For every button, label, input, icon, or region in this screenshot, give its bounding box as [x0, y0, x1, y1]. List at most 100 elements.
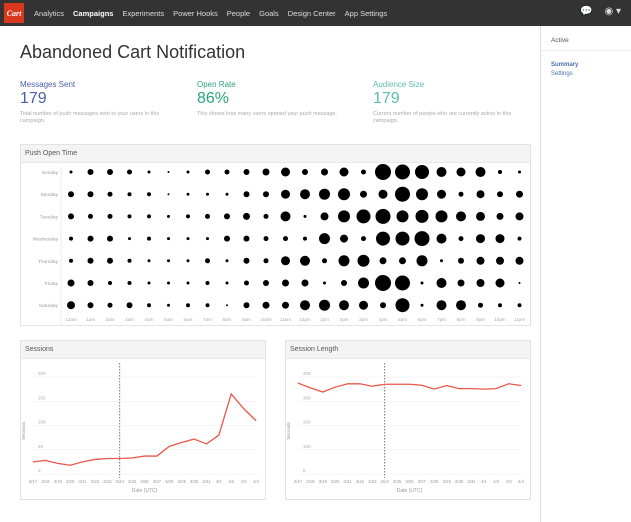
- bubble-point: [517, 303, 522, 308]
- bubble-point: [456, 211, 466, 222]
- stat-description: Current number of people who are current…: [373, 111, 512, 124]
- y-tick-label: 0: [38, 468, 41, 473]
- data-point: [255, 420, 257, 422]
- row-label: Tuesday: [40, 214, 59, 220]
- bubble-point: [495, 278, 505, 288]
- nav-analytics[interactable]: Analytics: [34, 8, 65, 18]
- bubble-point: [436, 278, 447, 288]
- nav-design-center[interactable]: Design Center: [287, 8, 336, 18]
- bubble-point: [263, 213, 269, 219]
- bubble-point: [186, 170, 190, 174]
- bubble-point: [107, 302, 113, 308]
- nav-goals[interactable]: Goals: [259, 8, 279, 18]
- bubble-point: [263, 236, 269, 242]
- bubble-point: [243, 212, 250, 220]
- bubble-point: [436, 300, 447, 311]
- row-label: Wednesday: [33, 237, 59, 243]
- bubble-point: [414, 231, 430, 247]
- x-tick-label: 3/21: [78, 479, 87, 484]
- bubble-point: [87, 302, 94, 309]
- nav-power-hooks[interactable]: Power Hooks: [173, 8, 218, 18]
- x-tick-label: 3/26: [140, 479, 149, 484]
- bubble-point: [395, 275, 410, 291]
- sessions-panel: Sessions 0 50 100 150 200 3/17 3/18 3/19 3/20 3/2…: [20, 340, 266, 500]
- x-tick-label: 3/23: [368, 479, 377, 484]
- stat-label: Open Rate: [197, 80, 236, 89]
- x-tick-label: 6am: [184, 317, 193, 322]
- data-point: [156, 455, 158, 457]
- bubble-point: [244, 280, 249, 286]
- bubble-point: [435, 210, 448, 223]
- bubble-point: [358, 277, 369, 289]
- nav-app-settings[interactable]: App Settings: [344, 8, 388, 18]
- data-point: [193, 438, 195, 440]
- data-point: [297, 382, 299, 384]
- bubble-point: [320, 212, 329, 221]
- bubble-point: [205, 169, 210, 175]
- bubble-point: [225, 192, 229, 196]
- data-point: [206, 443, 207, 445]
- bubble-point: [280, 211, 291, 222]
- data-point: [347, 383, 348, 385]
- bubble-point: [361, 169, 366, 175]
- bubble-point: [107, 213, 113, 219]
- series-line: [32, 392, 257, 466]
- bubble-point: [395, 164, 410, 180]
- bubble-point: [478, 302, 483, 308]
- sidebar-settings-link[interactable]: Settings: [551, 71, 573, 77]
- bubble-point: [262, 168, 270, 176]
- nav-experiments[interactable]: Experiments: [122, 8, 165, 18]
- bubble-point: [243, 302, 250, 309]
- bubble-point: [395, 298, 410, 313]
- row-label: Sunday: [42, 170, 59, 176]
- x-tick-label: 10am: [260, 317, 272, 322]
- nav-people[interactable]: People: [226, 8, 251, 18]
- x-tick-label: 2am: [106, 317, 115, 322]
- nav-campaigns[interactable]: Campaigns: [73, 8, 114, 18]
- bubble-point: [339, 167, 349, 177]
- bubble-point: [302, 169, 308, 175]
- bubble-point: [415, 165, 429, 179]
- data-point: [458, 388, 460, 390]
- x-tick-label: 12am: [65, 317, 77, 322]
- bubble-point: [396, 210, 409, 223]
- bubble-point: [476, 256, 485, 265]
- data-point: [243, 408, 245, 409]
- app-logo[interactable]: Cart: [4, 3, 24, 23]
- bubble-point: [375, 164, 391, 180]
- data-point: [119, 458, 121, 459]
- y-tick-label: 150: [38, 395, 46, 400]
- bubble-point: [456, 167, 466, 177]
- bubble-point: [243, 257, 250, 264]
- bubble-point: [456, 300, 466, 311]
- bubble-point: [281, 167, 290, 177]
- bubble-point: [225, 259, 229, 263]
- bubble-point: [340, 234, 348, 243]
- bubble-point: [415, 209, 429, 223]
- bubble-point: [361, 236, 366, 242]
- bubble-point: [282, 301, 289, 309]
- bubble-point: [127, 169, 132, 175]
- bubble-point: [303, 236, 307, 241]
- x-axis-label: Date (UTC): [397, 488, 423, 494]
- data-point: [57, 462, 59, 464]
- bubble-point: [341, 280, 347, 286]
- x-tick-label: 3/27: [153, 479, 162, 484]
- chat-icon[interactable]: 💬: [580, 6, 593, 17]
- bubble-point: [476, 279, 485, 287]
- x-tick-label: 3/19: [54, 479, 63, 484]
- bubble-point: [416, 188, 428, 201]
- bubble-point: [127, 214, 132, 219]
- bubble-point: [167, 171, 170, 173]
- user-icon[interactable]: ◉ ▾: [604, 6, 621, 17]
- bubble-point: [167, 237, 170, 241]
- bubble-point: [498, 170, 502, 174]
- data-point: [495, 388, 497, 390]
- bubble-point: [167, 214, 170, 218]
- x-tick-label: 9am: [242, 317, 251, 322]
- bubble-point: [128, 237, 131, 241]
- x-tick-label: 5am: [164, 317, 173, 322]
- bubble-point: [436, 233, 447, 244]
- sidebar-summary-link[interactable]: Summary: [551, 62, 579, 68]
